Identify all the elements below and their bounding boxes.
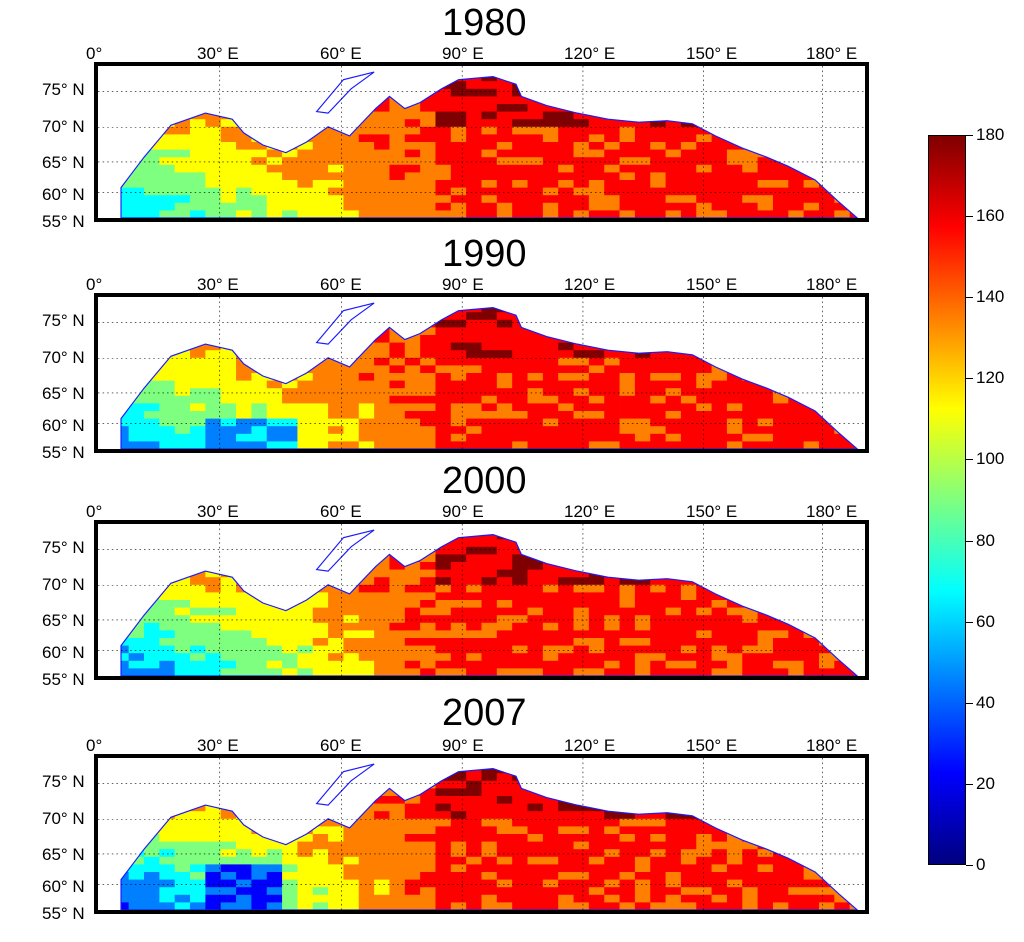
colorbar-tick	[966, 216, 973, 218]
longitude-label: 150° E	[686, 736, 738, 755]
longitude-label: 30° E	[197, 736, 239, 755]
longitude-label: 30° E	[197, 44, 239, 63]
colorbar-tick	[966, 459, 973, 461]
latitude-label: 60° N	[42, 416, 85, 435]
longitude-label: 180° E	[806, 275, 858, 294]
land-raster	[121, 76, 858, 218]
island-outline	[315, 71, 375, 114]
longitude-label: 150° E	[686, 44, 738, 63]
latitude-label: 60° N	[42, 185, 85, 204]
map-panel	[94, 754, 869, 914]
colorbar-tick	[966, 621, 973, 623]
longitude-label: 120° E	[564, 736, 616, 755]
latitude-label: 65° N	[42, 845, 85, 864]
longitude-label: 90° E	[442, 275, 484, 294]
longitude-label: 30° E	[197, 502, 239, 521]
colorbar-tick	[966, 378, 973, 380]
longitude-label: 150° E	[686, 275, 738, 294]
longitude-label: 30° E	[197, 275, 239, 294]
latitude-label: 75° N	[42, 538, 85, 557]
latitude-label: 70° N	[42, 575, 85, 594]
map-svg	[98, 524, 865, 676]
longitude-label: 180° E	[806, 44, 858, 63]
land-raster	[121, 534, 858, 676]
panel-title: 2000	[442, 460, 527, 502]
longitude-label: 60° E	[320, 736, 362, 755]
latitude-label: 75° N	[42, 80, 85, 99]
colorbar-tick	[966, 702, 973, 704]
colorbar-tick-label: 40	[976, 692, 995, 712]
colorbar-tick	[966, 865, 973, 866]
panel-title: 1980	[442, 2, 527, 44]
longitude-label: 0°	[86, 44, 103, 63]
latitude-label: 55° N	[42, 670, 85, 689]
latitude-label: 55° N	[42, 443, 85, 462]
island-outline	[315, 529, 375, 572]
latitude-label: 70° N	[42, 348, 85, 367]
map-svg	[98, 297, 865, 449]
latitude-label: 65° N	[42, 611, 85, 630]
colorbar	[928, 135, 966, 865]
longitude-label: 0°	[86, 502, 103, 521]
latitude-label: 55° N	[42, 904, 85, 923]
longitude-label: 150° E	[686, 502, 738, 521]
map-panel	[94, 520, 869, 680]
colorbar-tick-label: 140	[976, 287, 1005, 307]
latitude-label: 60° N	[42, 643, 85, 662]
latitude-label: 65° N	[42, 384, 85, 403]
longitude-label: 180° E	[806, 502, 858, 521]
coastline	[120, 768, 859, 910]
map-panel	[94, 293, 869, 453]
island-outline	[315, 763, 375, 806]
colorbar-tick-label: 120	[976, 368, 1005, 388]
longitude-label: 120° E	[564, 275, 616, 294]
longitude-label: 60° E	[320, 275, 362, 294]
panel-title: 1990	[442, 233, 527, 275]
colorbar-tick	[966, 540, 973, 542]
map-svg	[98, 758, 865, 910]
land-raster	[121, 307, 858, 449]
colorbar-tick-label: 180	[976, 125, 1005, 144]
longitude-label: 120° E	[564, 44, 616, 63]
colorbar-tick-label: 160	[976, 206, 1005, 226]
latitude-label: 70° N	[42, 117, 85, 136]
latitude-label: 60° N	[42, 877, 85, 896]
colorbar-tick-label: 80	[976, 530, 995, 550]
coastline	[120, 76, 859, 218]
longitude-label: 60° E	[320, 502, 362, 521]
colorbar-tick-label: 0	[976, 855, 986, 874]
longitude-label: 0°	[86, 275, 103, 294]
colorbar-tick	[966, 135, 973, 136]
longitude-label: 0°	[86, 736, 103, 755]
longitude-label: 60° E	[320, 44, 362, 63]
latitude-label: 70° N	[42, 809, 85, 828]
longitude-label: 90° E	[442, 44, 484, 63]
longitude-label: 120° E	[564, 502, 616, 521]
latitude-label: 75° N	[42, 311, 85, 330]
island-outline	[315, 302, 375, 345]
panel-title: 2007	[442, 692, 527, 734]
colorbar-tick	[966, 783, 973, 785]
latitude-label: 65° N	[42, 153, 85, 172]
colorbar-tick	[966, 297, 973, 299]
latitude-label: 55° N	[42, 212, 85, 231]
longitude-label: 180° E	[806, 736, 858, 755]
coastline	[120, 307, 859, 449]
longitude-label: 90° E	[442, 736, 484, 755]
map-svg	[98, 66, 865, 218]
longitude-label: 90° E	[442, 502, 484, 521]
coastline	[120, 534, 859, 676]
latitude-label: 75° N	[42, 772, 85, 791]
colorbar-tick-label: 100	[976, 449, 1005, 469]
land-raster	[121, 768, 858, 910]
colorbar-tick-label: 60	[976, 611, 995, 631]
map-panel	[94, 62, 869, 222]
colorbar-tick-label: 20	[976, 773, 995, 793]
